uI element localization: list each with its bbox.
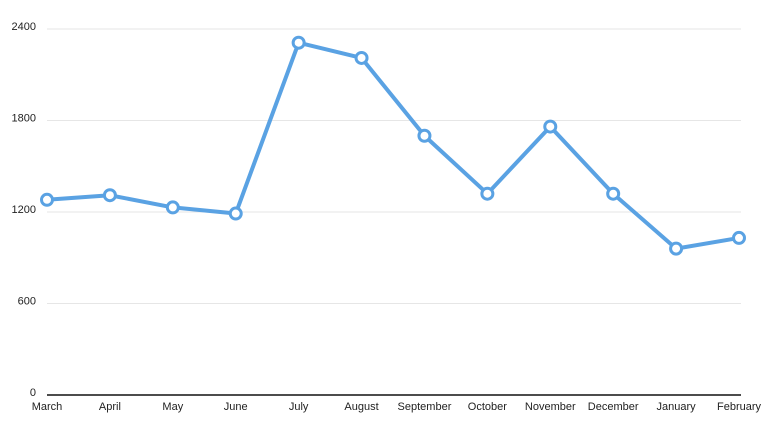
marker bbox=[228, 206, 243, 221]
x-tick-label: September bbox=[398, 401, 452, 413]
x-tick-label: August bbox=[344, 401, 378, 413]
x-tick-label: February bbox=[717, 401, 762, 413]
marker bbox=[543, 119, 558, 134]
x-tick-label: April bbox=[99, 401, 121, 413]
marker bbox=[165, 200, 180, 215]
x-tick-label: October bbox=[468, 401, 507, 413]
x-tick-label: November bbox=[525, 401, 576, 413]
marker bbox=[417, 128, 432, 143]
marker bbox=[732, 230, 746, 245]
x-tick-label: December bbox=[588, 401, 639, 413]
x-tick-label: January bbox=[657, 401, 697, 413]
marker bbox=[291, 35, 306, 50]
line bbox=[46, 40, 740, 251]
x-tick-label: March bbox=[32, 401, 63, 413]
marker bbox=[354, 50, 369, 65]
marker bbox=[102, 188, 117, 203]
y-tick-label: 600 bbox=[18, 295, 36, 307]
x-tick-label: June bbox=[224, 401, 248, 413]
marker bbox=[669, 241, 684, 256]
y-tick-label: 1800 bbox=[12, 112, 36, 124]
x-tick-label: July bbox=[289, 401, 309, 413]
marker bbox=[606, 186, 621, 201]
marker bbox=[480, 186, 495, 201]
y-tick-label: 1200 bbox=[12, 204, 36, 216]
y-tick-label: 0 bbox=[30, 387, 36, 399]
marker bbox=[40, 192, 54, 207]
y-tick-label: 2400 bbox=[12, 21, 36, 33]
x-tick-label: May bbox=[162, 401, 183, 413]
